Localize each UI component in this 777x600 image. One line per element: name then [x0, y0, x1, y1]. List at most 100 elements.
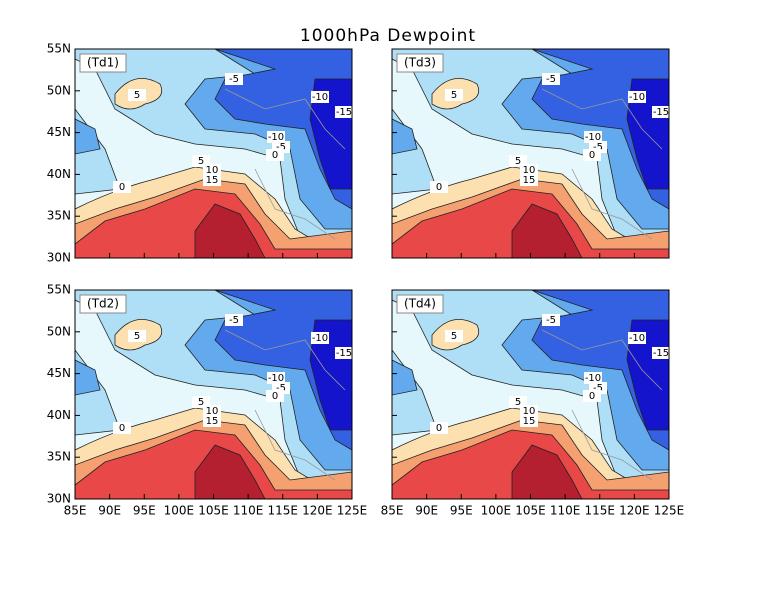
contour-label-bg	[203, 405, 221, 417]
lon-tick-label: 110E	[550, 504, 581, 518]
lon-tick-label: 105E	[515, 504, 546, 518]
contour-label: -10	[268, 373, 284, 384]
contour-label-bg	[542, 73, 560, 85]
contour-label: -5	[276, 383, 286, 394]
contour-label: -15	[653, 107, 669, 118]
lon-tick-label: 90E	[98, 504, 121, 518]
contour-label: -5	[546, 315, 556, 326]
contour-label: -15	[336, 107, 352, 118]
lat-tick-label: 55N	[47, 283, 71, 297]
contour-label: -10	[585, 373, 601, 384]
contour-label: 15	[206, 175, 219, 186]
panel-label-box	[79, 53, 127, 73]
lon-tick-label: 100E	[481, 504, 512, 518]
contour-label-bg	[128, 330, 146, 342]
contour-label: -10	[629, 92, 645, 103]
contour-label: -5	[593, 383, 603, 394]
map-panel: -5-10-15-10-505510150(Td2)55N50N45N40N35…	[47, 283, 368, 518]
contour-label-bg	[652, 347, 670, 359]
contour-label: 10	[206, 406, 219, 417]
contour-label: 15	[206, 416, 219, 427]
lat-tick-label: 30N	[47, 492, 71, 506]
contour-band	[511, 203, 583, 258]
contour-label-bg	[266, 149, 284, 161]
contour-label-bg	[266, 390, 284, 402]
contour-label: -5	[229, 74, 239, 85]
contour-label: 10	[206, 165, 219, 176]
panel-label-box	[79, 294, 127, 314]
contour-label-bg	[628, 332, 646, 344]
border-line	[224, 88, 346, 240]
lon-tick-label: 115E	[585, 504, 616, 518]
lon-tick-label: 100E	[164, 504, 195, 518]
contour-label-bg	[225, 73, 243, 85]
lon-tick-label: 125E	[654, 504, 685, 518]
contour-label: -5	[276, 142, 286, 153]
contour-label: 5	[134, 331, 140, 342]
lat-tick-label: 35N	[47, 209, 71, 223]
lon-tick-label: 125E	[337, 504, 368, 518]
contour-label: -10	[629, 333, 645, 344]
lon-tick-label: 90E	[415, 504, 438, 518]
contour-label: 10	[523, 406, 536, 417]
contour-label: -10	[585, 132, 601, 143]
panel-label: (Td4)	[404, 297, 436, 311]
contour-label: 5	[515, 397, 521, 408]
lat-tick-label: 45N	[47, 125, 71, 139]
contour-label-bg	[584, 131, 602, 143]
contour-label-bg	[542, 314, 560, 326]
contour-label: 5	[515, 156, 521, 167]
contour-label: 15	[523, 175, 536, 186]
contour-label-bg	[311, 332, 329, 344]
contour-label: 0	[589, 391, 595, 402]
contour-label: 0	[272, 391, 278, 402]
border-line	[541, 329, 663, 481]
lat-tick-label: 40N	[47, 167, 71, 181]
contour-label-bg	[113, 181, 131, 193]
contour-label-bg	[128, 89, 146, 101]
lat-tick-label: 35N	[47, 450, 71, 464]
contour-label: -5	[229, 315, 239, 326]
panel-label-box	[396, 53, 444, 73]
contour-label-bg	[583, 149, 601, 161]
contour-label-bg	[584, 372, 602, 384]
panel-label: (Td2)	[87, 297, 119, 311]
contour-label-bg	[520, 174, 538, 186]
contour-label: 0	[436, 182, 442, 193]
contour-label: -15	[336, 348, 352, 359]
contour-label-bg	[225, 314, 243, 326]
map-panel: -5-10-15-10-505510150(Td1)55N50N45N40N35…	[47, 42, 353, 265]
lon-tick-label: 85E	[64, 504, 87, 518]
contour-label-bg	[652, 106, 670, 118]
lat-tick-label: 40N	[47, 408, 71, 422]
lat-tick-label: 50N	[47, 324, 71, 338]
lon-tick-label: 95E	[450, 504, 473, 518]
lon-tick-label: 105E	[198, 504, 229, 518]
contour-fill	[392, 49, 669, 258]
panel-label: (Td1)	[87, 56, 119, 70]
contour-label: -5	[593, 142, 603, 153]
lon-tick-label: 120E	[619, 504, 650, 518]
lat-tick-label: 30N	[47, 251, 71, 265]
contour-band	[194, 444, 266, 499]
contour-label-bg	[520, 415, 538, 427]
contour-label: 5	[198, 156, 204, 167]
border-line	[224, 329, 346, 481]
contour-label-bg	[203, 164, 221, 176]
contour-label-bg	[203, 415, 221, 427]
contour-label: -5	[546, 74, 556, 85]
lat-tick-label: 50N	[47, 83, 71, 97]
contour-label-bg	[520, 164, 538, 176]
border-line	[541, 88, 663, 240]
contour-label: 10	[523, 165, 536, 176]
contour-label: 5	[198, 397, 204, 408]
lon-tick-label: 85E	[381, 504, 404, 518]
contour-band	[511, 444, 583, 499]
contour-label: 5	[451, 331, 457, 342]
panel-label-box	[396, 294, 444, 314]
contour-label: 0	[119, 182, 125, 193]
